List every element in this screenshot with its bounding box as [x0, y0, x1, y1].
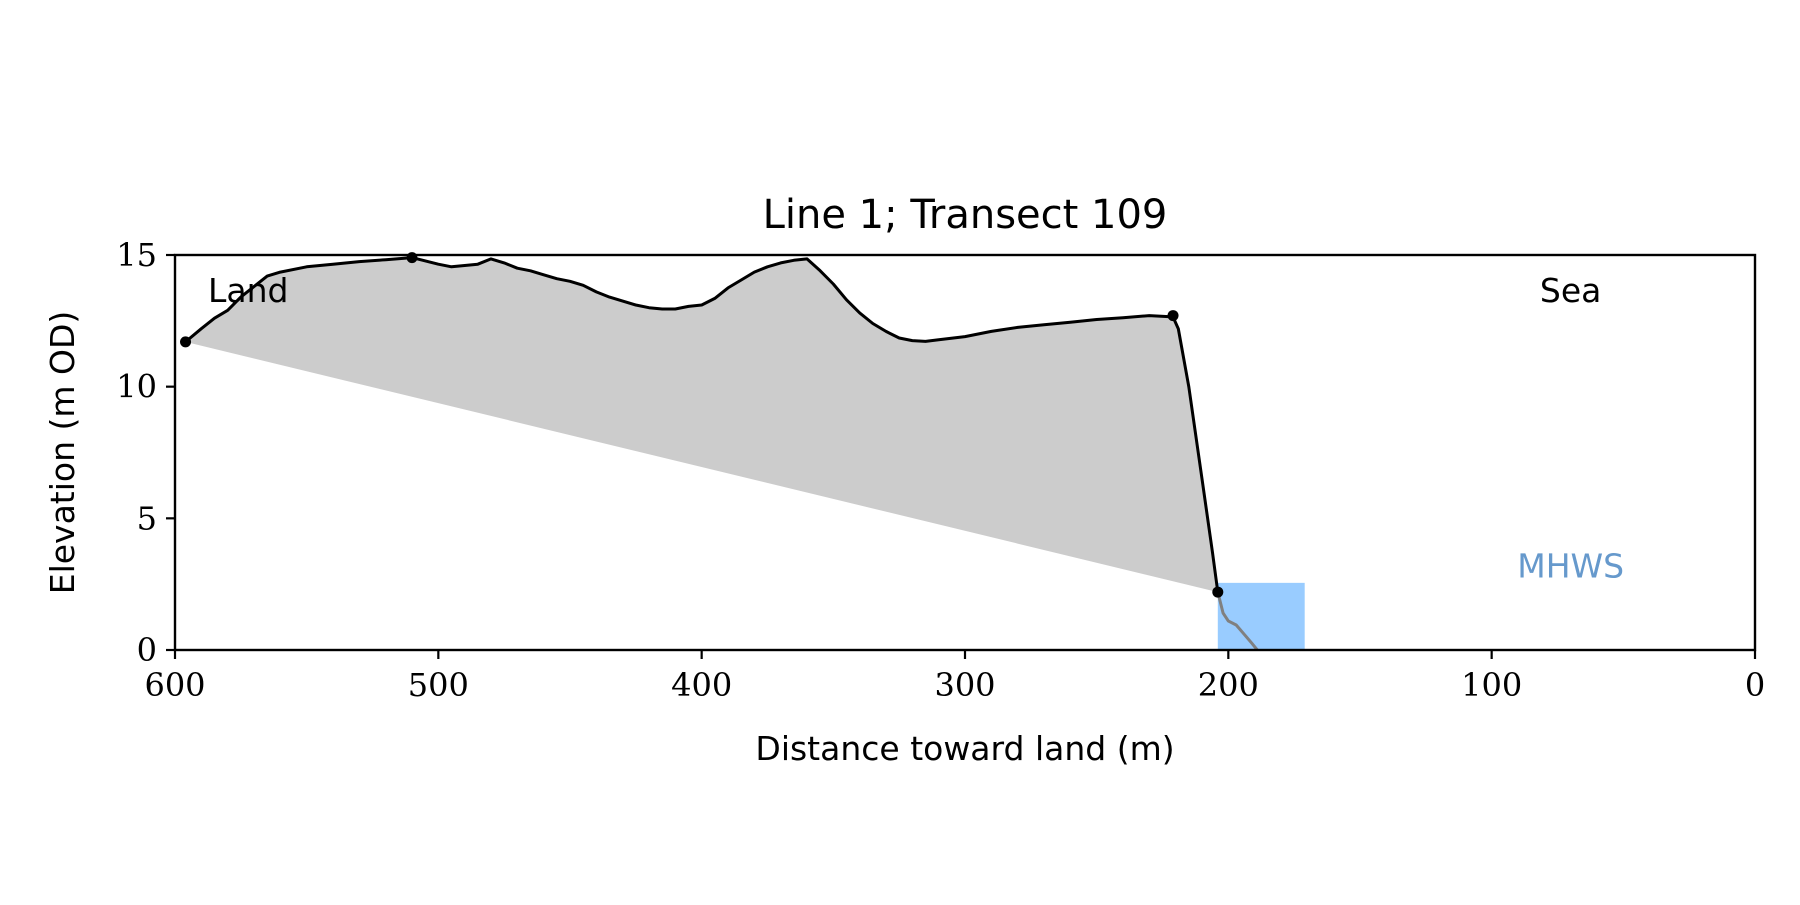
y-tick-label-0: 0 [137, 631, 157, 669]
x-tick-label-100: 100 [1461, 666, 1522, 704]
x-tick-label-600: 600 [144, 666, 205, 704]
fill-layer [185, 257, 1305, 650]
profile-marker-2 [406, 252, 418, 264]
cliff-area-fill [185, 257, 1218, 593]
profile-marker-3 [1167, 310, 1179, 322]
x-axis-title: Distance toward land (m) [755, 729, 1174, 768]
line-layer [184, 256, 1259, 650]
y-tick-label-15: 15 [116, 236, 157, 274]
submerged-profile-line [1216, 591, 1259, 650]
y-axis-title: Elevation (m OD) [43, 311, 82, 595]
x-tick-label-200: 200 [1198, 666, 1259, 704]
land-label: Land [208, 271, 288, 310]
profile-marker-1 [180, 336, 192, 348]
profile-marker-4 [1212, 586, 1224, 598]
x-tick-label-400: 400 [671, 666, 732, 704]
y-tick-label-5: 5 [137, 499, 157, 537]
mhws-water-area [1217, 582, 1305, 650]
sea-label: Sea [1540, 271, 1601, 310]
tick-layer: 600 500 400 300 200 100 0 0 5 10 15 [116, 236, 1765, 704]
x-tick-label-500: 500 [408, 666, 469, 704]
chart-title: Line 1; Transect 109 [763, 192, 1168, 238]
y-tick-label-10: 10 [116, 368, 157, 406]
x-tick-label-0: 0 [1745, 666, 1765, 704]
x-tick-label-300: 300 [934, 666, 995, 704]
elevation-profile-line [184, 256, 1220, 593]
mhws-label: MHWS [1517, 547, 1624, 586]
